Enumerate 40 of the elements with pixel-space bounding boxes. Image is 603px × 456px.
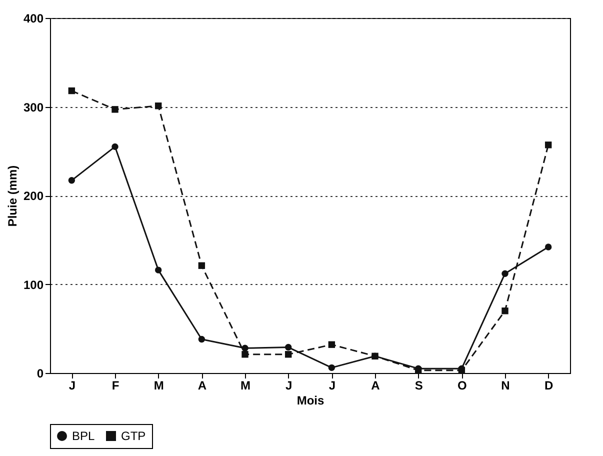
x-axis-title: Mois [296,394,324,408]
x-tick-label: N [501,378,510,392]
x-tick-label: O [457,378,467,392]
point [242,351,248,358]
point [328,341,336,348]
point [154,266,162,274]
legend-label: BPL [72,429,96,443]
point [242,344,248,352]
y-tick-label: 100 [23,278,44,292]
y-tick-label: 200 [23,189,44,203]
x-tick-label: M [240,378,250,392]
point [112,106,118,113]
point [544,142,552,148]
point [372,352,378,360]
x-tick-label: J [68,378,76,392]
x-tick-label: A [198,378,207,392]
x-tick-label: J [285,378,292,392]
point [284,344,292,351]
point [502,270,508,277]
point [328,364,336,372]
point [68,177,76,184]
point [544,244,552,250]
legend-label: GTP [121,429,146,443]
point [154,102,162,110]
x-tick-label: S [414,378,423,392]
point [284,351,292,358]
x-tick-label: M [154,378,164,392]
point [198,262,206,269]
point [198,336,206,343]
x-tick-label: F [112,378,120,392]
point [112,143,118,150]
point [68,87,76,94]
x-tick-label: D [544,378,554,392]
y-tick-label: 400 [23,12,44,26]
y-tick-label: 0 [36,366,44,380]
y-tick-label: 300 [23,100,44,114]
x-tick-label: A [371,378,380,392]
point [502,308,508,314]
y-axis-title: Pluie (mm) [5,165,20,227]
x-tick-label: J [328,378,336,392]
